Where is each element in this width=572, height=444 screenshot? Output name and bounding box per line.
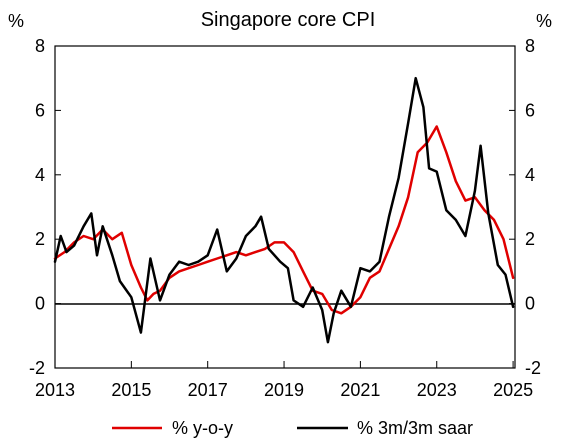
- x-tick-label: 2019: [264, 380, 304, 400]
- series-line-yoy: [53, 125, 515, 315]
- y-tick-label-right: 2: [525, 229, 535, 249]
- y-tick-label-right: 6: [525, 100, 535, 120]
- y-tick-label-left: 6: [35, 100, 45, 120]
- x-tick-label: 2013: [35, 380, 75, 400]
- y-axis-unit-left: %: [8, 11, 24, 31]
- plot-frame: [54, 45, 516, 369]
- y-tick-label-right: -2: [525, 358, 541, 378]
- y-tick-label-left: 4: [35, 165, 45, 185]
- y-tick-label-left: -2: [29, 358, 45, 378]
- legend-label-yoy: % y-o-y: [172, 418, 233, 438]
- y-tick-label-right: 4: [525, 165, 535, 185]
- y-tick-label-left: 0: [35, 294, 45, 314]
- y-tick-label-right: 8: [525, 36, 535, 56]
- legend-label-saar: % 3m/3m saar: [357, 418, 473, 438]
- x-tick-label: 2021: [340, 380, 380, 400]
- chart-title: Singapore core CPI: [201, 9, 376, 31]
- x-tick-label: 2017: [188, 380, 228, 400]
- legend: % y-o-y % 3m/3m saar: [112, 418, 473, 438]
- series-line-saar: [53, 76, 515, 344]
- y-tick-label-right: 0: [525, 294, 535, 314]
- y-tick-label-left: 8: [35, 36, 45, 56]
- x-tick-label: 2025: [493, 380, 533, 400]
- y-axis-unit-right: %: [536, 11, 552, 31]
- y-tick-label-left: 2: [35, 229, 45, 249]
- x-tick-label: 2015: [111, 380, 151, 400]
- x-tick-label: 2023: [417, 380, 457, 400]
